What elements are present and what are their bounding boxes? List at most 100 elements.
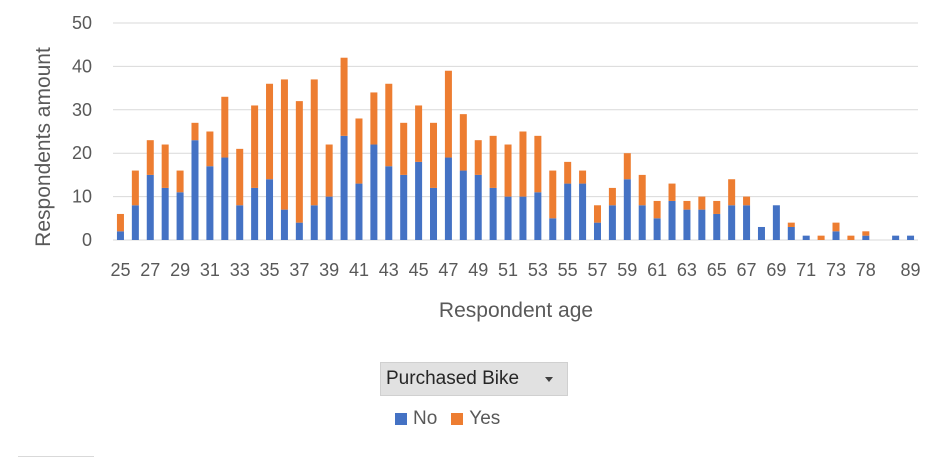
bar-yes-34[interactable]	[251, 105, 259, 188]
bar-no-26[interactable]	[131, 205, 139, 240]
bar-yes-55[interactable]	[564, 161, 572, 184]
bar-yes-47[interactable]	[444, 70, 452, 158]
bar-yes-70[interactable]	[787, 222, 795, 227]
bar-no-64[interactable]	[698, 209, 706, 240]
bar-no-65[interactable]	[713, 213, 721, 240]
bar-no-31[interactable]	[206, 166, 214, 240]
bar-no-35[interactable]	[266, 179, 274, 240]
bar-yes-37[interactable]	[295, 101, 303, 223]
bar-yes-66[interactable]	[728, 179, 736, 206]
bar-no-55[interactable]	[564, 183, 572, 240]
bar-yes-73[interactable]	[832, 222, 840, 232]
bar-no-45[interactable]	[415, 161, 423, 240]
bar-yes-52[interactable]	[519, 131, 527, 197]
bar-no-51[interactable]	[504, 196, 512, 240]
bar-yes-67[interactable]	[743, 196, 751, 206]
bar-no-40[interactable]	[340, 135, 348, 240]
bar-yes-40[interactable]	[340, 57, 348, 136]
bar-no-67[interactable]	[743, 205, 751, 240]
bar-yes-39[interactable]	[325, 144, 333, 197]
bar-yes-53[interactable]	[534, 135, 542, 193]
bar-no-48[interactable]	[459, 170, 467, 240]
bar-yes-58[interactable]	[608, 187, 616, 206]
bar-yes-27[interactable]	[146, 140, 154, 175]
bar-no-49[interactable]	[474, 174, 482, 240]
bar-no-42[interactable]	[370, 144, 378, 240]
bar-no-41[interactable]	[355, 183, 363, 240]
bar-no-89[interactable]	[907, 235, 915, 240]
bar-yes-65[interactable]	[713, 200, 721, 214]
bar-yes-41[interactable]	[355, 118, 363, 184]
bar-yes-30[interactable]	[191, 122, 199, 141]
bar-no-38[interactable]	[310, 205, 318, 240]
bar-yes-48[interactable]	[459, 114, 467, 171]
bar-yes-46[interactable]	[430, 122, 438, 188]
bar-no-62[interactable]	[668, 200, 676, 240]
bar-yes-44[interactable]	[400, 122, 408, 175]
bar-no-80[interactable]	[892, 235, 900, 240]
bar-yes-32[interactable]	[221, 96, 229, 158]
bar-no-78[interactable]	[862, 235, 870, 240]
bar-yes-43[interactable]	[385, 83, 393, 167]
bar-yes-57[interactable]	[593, 205, 601, 223]
bar-no-66[interactable]	[728, 205, 736, 240]
bar-yes-28[interactable]	[161, 144, 169, 188]
legend-item-no[interactable]: No	[395, 408, 437, 430]
bar-no-63[interactable]	[683, 209, 691, 240]
bar-no-43[interactable]	[385, 166, 393, 240]
bar-no-30[interactable]	[191, 140, 199, 240]
bar-yes-33[interactable]	[236, 148, 244, 206]
bar-yes-42[interactable]	[370, 92, 378, 145]
bar-no-29[interactable]	[176, 192, 184, 240]
bar-no-54[interactable]	[549, 218, 557, 240]
bar-yes-50[interactable]	[489, 135, 497, 188]
bar-yes-26[interactable]	[131, 170, 139, 206]
bar-no-57[interactable]	[593, 222, 601, 240]
bar-no-73[interactable]	[832, 231, 840, 240]
bar-yes-49[interactable]	[474, 140, 482, 175]
bar-yes-54[interactable]	[549, 170, 557, 219]
bar-yes-60[interactable]	[638, 174, 646, 206]
bar-yes-61[interactable]	[653, 200, 661, 219]
bar-yes-31[interactable]	[206, 131, 214, 167]
bar-no-37[interactable]	[295, 222, 303, 240]
dropdown-arrow-icon[interactable]	[545, 376, 553, 382]
bar-no-46[interactable]	[430, 187, 438, 240]
bar-yes-29[interactable]	[176, 170, 184, 193]
bar-yes-78[interactable]	[862, 231, 870, 236]
bar-no-36[interactable]	[280, 209, 288, 240]
bar-no-69[interactable]	[772, 205, 780, 240]
bar-no-58[interactable]	[608, 205, 616, 240]
bar-no-53[interactable]	[534, 192, 542, 240]
bar-no-47[interactable]	[444, 157, 452, 240]
legend-item-yes[interactable]: Yes	[451, 408, 500, 430]
bar-yes-38[interactable]	[310, 79, 318, 206]
bar-no-33[interactable]	[236, 205, 244, 240]
bar-no-68[interactable]	[757, 226, 765, 240]
bar-yes-74[interactable]	[847, 235, 855, 240]
bar-yes-63[interactable]	[683, 200, 691, 210]
bar-yes-45[interactable]	[415, 105, 423, 162]
bar-yes-62[interactable]	[668, 183, 676, 201]
bar-yes-25[interactable]	[116, 213, 124, 232]
bar-no-61[interactable]	[653, 218, 661, 240]
bar-yes-35[interactable]	[266, 83, 274, 180]
bar-no-50[interactable]	[489, 187, 497, 240]
bar-no-28[interactable]	[161, 187, 169, 240]
bar-no-56[interactable]	[579, 183, 587, 240]
bar-no-44[interactable]	[400, 174, 408, 240]
bar-no-34[interactable]	[251, 187, 259, 240]
bar-no-60[interactable]	[638, 205, 646, 240]
bar-yes-56[interactable]	[579, 170, 587, 184]
bar-no-39[interactable]	[325, 196, 333, 240]
purchased-bike-filter-button[interactable]: Purchased Bike	[380, 362, 568, 396]
bar-yes-64[interactable]	[698, 196, 706, 210]
bar-yes-36[interactable]	[280, 79, 288, 210]
bar-no-32[interactable]	[221, 157, 229, 240]
bar-no-25[interactable]	[116, 231, 124, 240]
bar-yes-51[interactable]	[504, 144, 512, 197]
bar-no-71[interactable]	[802, 235, 810, 240]
bar-no-27[interactable]	[146, 174, 154, 240]
bar-no-59[interactable]	[623, 179, 631, 240]
bar-yes-72[interactable]	[817, 235, 825, 240]
